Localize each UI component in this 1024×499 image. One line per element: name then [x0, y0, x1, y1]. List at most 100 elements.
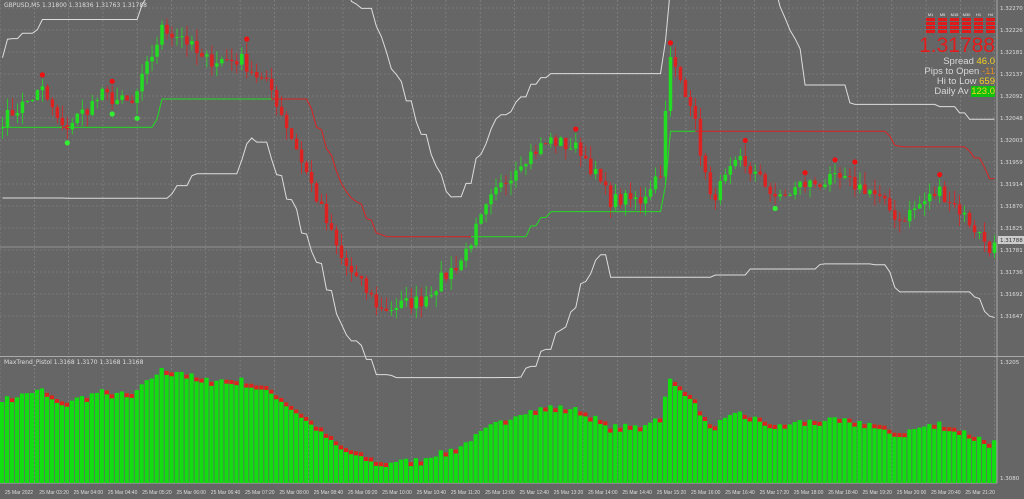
histogram-bar-top — [817, 421, 822, 426]
timeframe-column: H4 — [986, 12, 995, 33]
candle-body — [952, 203, 957, 205]
histogram-bar — [154, 374, 159, 483]
candle-body — [903, 220, 907, 222]
indicator-axis-label: 1.3080 — [1000, 476, 1020, 482]
trend-line-segment — [889, 135, 896, 146]
histogram-bar-top — [583, 412, 588, 417]
histogram-bar-top — [104, 390, 109, 395]
histogram-bar-top — [209, 381, 214, 386]
candle-body — [788, 194, 792, 196]
time-axis-label: 25 Mar 15:20 — [657, 490, 687, 496]
histogram-bar-top — [892, 432, 897, 437]
candle-body — [434, 291, 438, 296]
histogram-bar — [967, 434, 972, 483]
candle-body — [105, 88, 109, 93]
candle-body — [913, 208, 917, 211]
histogram-bar-top — [353, 451, 359, 456]
candle-body — [564, 137, 568, 150]
histogram-bar-top — [279, 397, 284, 402]
histogram-bar-top — [164, 370, 169, 375]
candle-body — [334, 229, 339, 246]
candle-body — [205, 54, 209, 57]
price-axis-label: 1.32137 — [1000, 72, 1023, 78]
candle-body — [185, 36, 189, 45]
histogram-bar — [797, 420, 802, 483]
histogram-bar-top — [712, 426, 718, 431]
histogram-bar — [333, 441, 339, 483]
sell-signal-dot — [937, 172, 943, 178]
histogram-bar-top — [533, 410, 538, 415]
candle-body — [753, 171, 757, 174]
candle-body — [733, 159, 738, 167]
trend-line-segment — [341, 183, 347, 192]
time-axis-label: 25 Mar 08:00 — [279, 490, 309, 496]
candle-body — [20, 101, 25, 114]
trend-line-segment — [351, 197, 357, 203]
time-axis-label: 25 Mar 10:40 — [417, 490, 447, 496]
histogram-bar-top — [902, 433, 907, 438]
candle-body — [848, 175, 852, 178]
histogram-bar — [737, 411, 743, 483]
candle-body — [215, 63, 219, 67]
histogram-bar-top — [782, 424, 787, 429]
histogram-bar — [837, 418, 842, 483]
current-price-display: 1.31788 — [919, 34, 995, 57]
histogram-bar — [658, 418, 663, 483]
lower-band-line — [2, 137, 995, 379]
histogram-bar-top — [677, 386, 683, 391]
candle-body — [314, 183, 319, 202]
candle-body — [937, 186, 942, 196]
candle-body — [783, 194, 787, 196]
price-axis-label: 1.31825 — [1000, 226, 1023, 232]
price-axis-label: 1.31959 — [1000, 160, 1023, 166]
candle-body — [95, 99, 99, 102]
histogram-bar-top — [942, 426, 947, 431]
trend-line-segment — [346, 191, 352, 199]
histogram-bar — [752, 416, 757, 483]
histogram-bar-top — [852, 422, 857, 427]
price-axis-label: 1.31736 — [1000, 270, 1023, 276]
histogram-bar-top — [598, 419, 603, 424]
histogram-bar-top — [972, 436, 977, 441]
candle-body — [628, 193, 633, 200]
timeframe-strength-grid: M1 M5 M15 M30 H1 H4 — [905, 12, 995, 33]
histogram-bar-top — [54, 398, 60, 403]
candle-body — [833, 173, 837, 175]
buy-signal-dot — [64, 140, 70, 146]
strength-block — [926, 22, 935, 25]
histogram-bar — [907, 429, 912, 483]
histogram-bar — [523, 414, 528, 483]
histogram-bar — [697, 411, 703, 483]
candle-body — [608, 185, 613, 208]
time-axis-label: 25 Mar 04:00 — [74, 490, 104, 496]
histogram-bar — [957, 430, 962, 483]
candle-body — [962, 212, 967, 215]
candle-body — [15, 113, 20, 116]
info-panel: M1 M5 M15 M30 H1 H4 1.31788 Spread 46.0 Pips t… — [905, 12, 995, 97]
histogram-bar — [608, 428, 613, 483]
strength-block — [986, 18, 995, 21]
time-axis-label: 25 Mar 14:00 — [588, 490, 618, 496]
histogram-bar — [413, 458, 418, 483]
candle-body — [45, 86, 50, 100]
candle-body — [110, 92, 114, 105]
histogram-bar — [314, 426, 319, 483]
candle-body — [344, 257, 349, 266]
histogram-bar — [842, 418, 847, 483]
candle-body — [284, 114, 289, 129]
histogram-bar — [428, 457, 433, 483]
candle-body — [220, 59, 224, 64]
histogram-bar-top — [553, 408, 558, 413]
strength-block — [926, 30, 935, 33]
timeframe-column: M15 — [950, 12, 959, 33]
candle-body — [294, 138, 299, 150]
histogram-bar-top — [862, 424, 867, 429]
candle-body — [618, 194, 623, 205]
histogram-bar — [24, 393, 30, 483]
time-axis-label: 25 Mar 17:20 — [760, 490, 790, 496]
candle-body — [384, 308, 389, 311]
candle-body — [534, 151, 538, 155]
timeframe-column: M30 — [962, 12, 971, 33]
histogram-bar — [294, 409, 299, 483]
